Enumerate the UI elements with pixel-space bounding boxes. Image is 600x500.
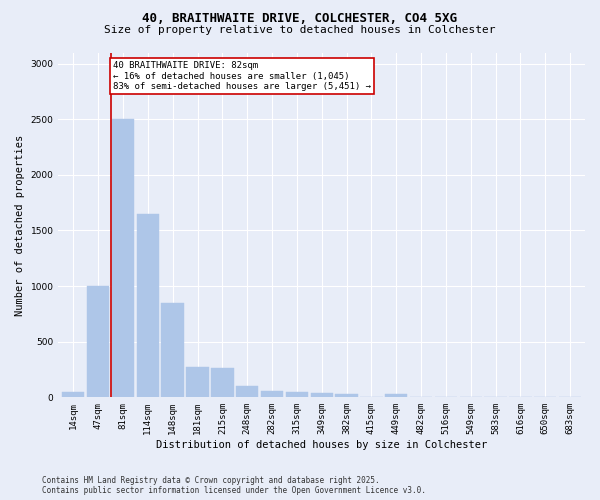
Bar	[211, 368, 233, 398]
Text: 40, BRAITHWAITE DRIVE, COLCHESTER, CO4 5XG: 40, BRAITHWAITE DRIVE, COLCHESTER, CO4 5…	[143, 12, 458, 26]
X-axis label: Distribution of detached houses by size in Colchester: Distribution of detached houses by size …	[156, 440, 487, 450]
Bar	[385, 394, 407, 398]
Bar	[236, 386, 259, 398]
Y-axis label: Number of detached properties: Number of detached properties	[15, 134, 25, 316]
Bar	[62, 392, 85, 398]
Bar	[137, 214, 159, 398]
Bar	[311, 393, 333, 398]
Bar	[335, 394, 358, 398]
Bar	[286, 392, 308, 398]
Text: Size of property relative to detached houses in Colchester: Size of property relative to detached ho…	[104, 25, 496, 35]
Text: 40 BRAITHWAITE DRIVE: 82sqm
← 16% of detached houses are smaller (1,045)
83% of : 40 BRAITHWAITE DRIVE: 82sqm ← 16% of det…	[113, 62, 371, 91]
Bar	[112, 119, 134, 398]
Bar	[187, 368, 209, 398]
Bar	[261, 390, 283, 398]
Bar	[161, 303, 184, 398]
Bar	[87, 286, 109, 398]
Bar	[360, 397, 383, 398]
Text: Contains HM Land Registry data © Crown copyright and database right 2025.
Contai: Contains HM Land Registry data © Crown c…	[42, 476, 426, 495]
